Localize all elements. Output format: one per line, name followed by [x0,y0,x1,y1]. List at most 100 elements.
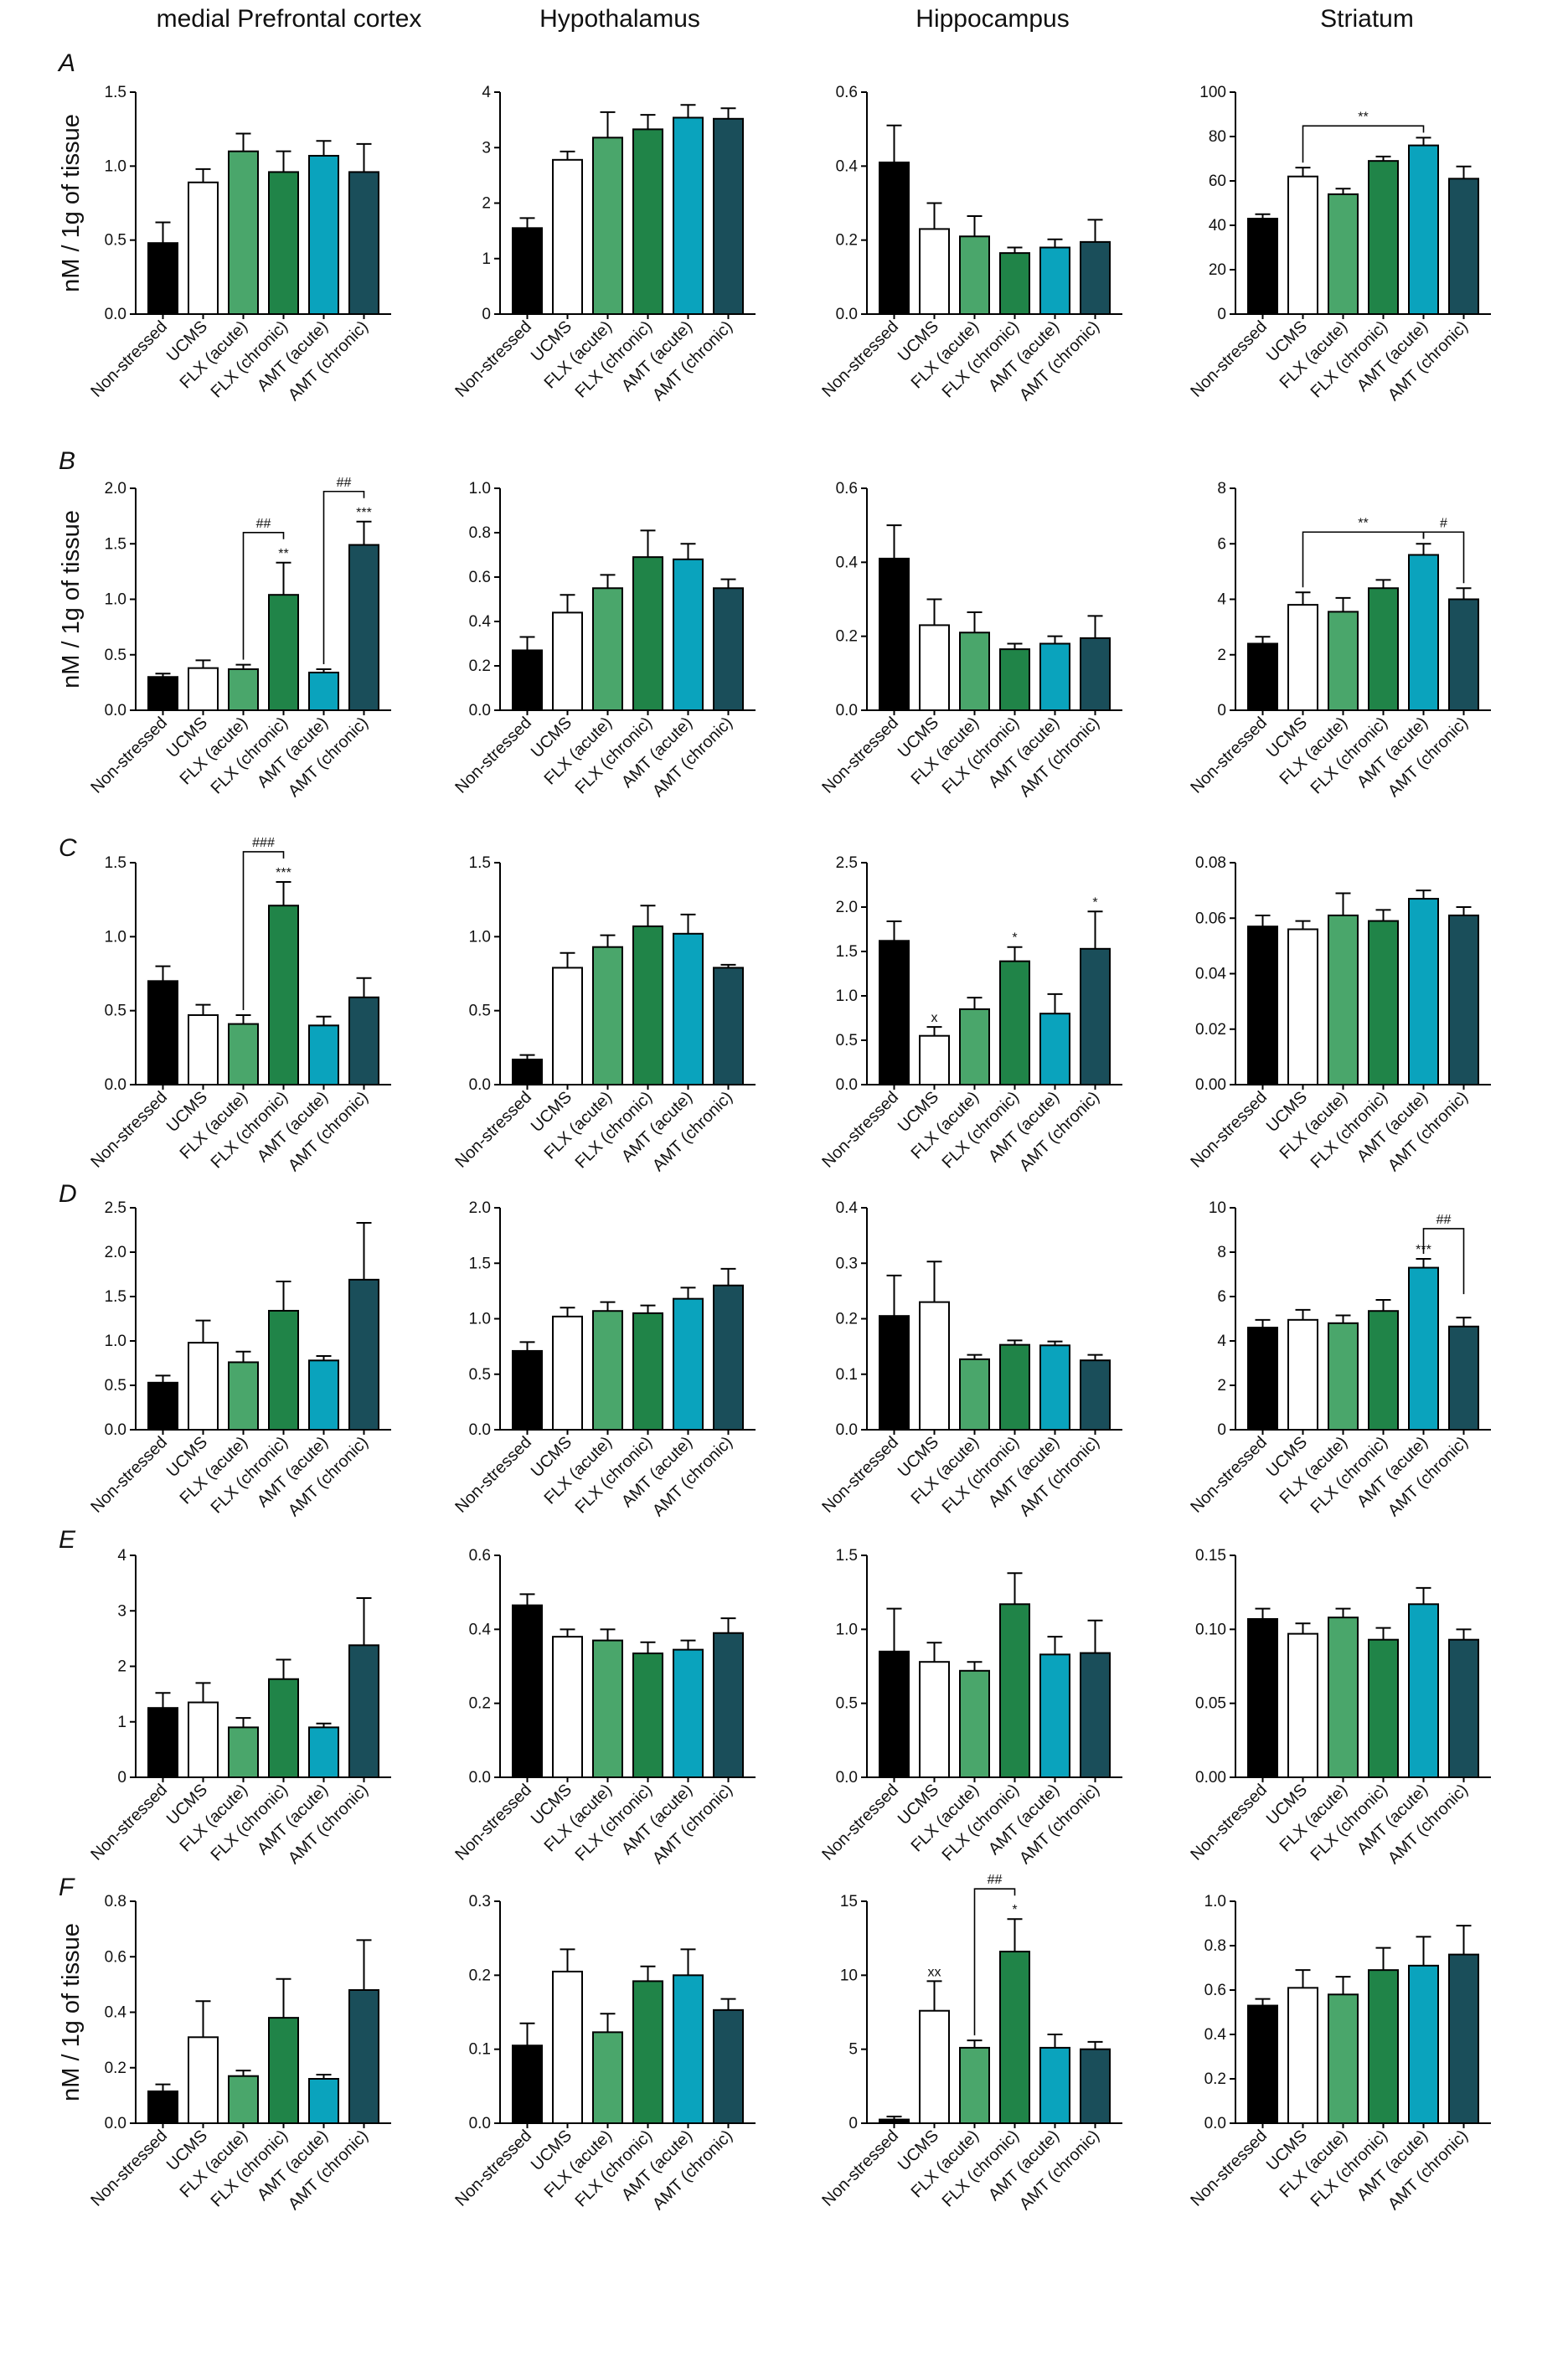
bar-flx-acute [228,1023,259,1085]
significance-label: xx [928,1965,941,1979]
bar-flx-acute [959,2046,990,2124]
bar-flx-acute [1328,1322,1359,1431]
bar-amt-chronic [1448,598,1479,711]
y-axis-label: nM / 1g of tissue [58,114,85,292]
bar-amt-chronic [1080,240,1111,315]
bar-flx-acute [592,1310,623,1431]
bar-amt-chronic [713,117,744,315]
y-tick-label: 0 [1217,306,1226,323]
y-tick-label: 4 [1217,1333,1226,1350]
bar-non-stressed [147,242,178,316]
bar-non-stressed [1247,1327,1278,1431]
y-tick-label: 10 [840,1967,858,1984]
region-title-mpfc: medial Prefrontal cortex [157,5,422,33]
bar-non-stressed [1247,2004,1278,2125]
bar-non-stressed [147,1381,178,1431]
bar-non-stressed [879,2118,910,2124]
y-tick-label: 1.0 [105,591,126,609]
bar-ucms [552,967,583,1086]
bar-flx-chronic [1368,1310,1399,1431]
bar-flx-chronic [268,171,299,315]
y-tick-label: 1.0 [469,928,491,946]
bar-amt-chronic [713,587,744,711]
chart-panels: A B C D E FnM / 1g of tissue nM / 1g of tissue… [57,49,1491,2214]
y-tick-label: 1.5 [105,1288,126,1306]
y-tick-label: 0.2 [836,232,858,250]
y-tick-label: 2 [117,1658,126,1676]
bar-ucms [552,158,583,315]
bar-non-stressed [147,980,178,1086]
bar-non-stressed [1247,218,1278,315]
bar-flx-chronic [1368,1969,1399,2124]
y-tick-label: 0 [117,1769,126,1787]
y-tick-label: 0.0 [469,1769,491,1787]
bar-ucms [188,2036,219,2124]
bar-amt-chronic [713,967,744,1086]
bar-ucms [1287,175,1318,315]
y-tick-label: 6 [1217,535,1226,553]
bar-non-stressed [512,1604,543,1778]
y-tick-label: 5 [848,2041,858,2059]
y-tick-label: 0.0 [469,2115,491,2132]
y-tick-label: 0.06 [1195,910,1226,927]
y-tick-label: 0.2 [1204,2070,1226,2088]
y-tick-label: 1.5 [469,854,491,872]
region-title-hypothalamus: Hypothalamus [539,5,700,33]
y-tick-label: 0.8 [469,524,491,542]
bar-ucms [188,667,219,712]
y-tick-label: 6 [1217,1288,1226,1306]
panel-c-4: 0.000.020.040.060.08Non-stressedUCMSFLX … [1187,854,1491,1175]
y-tick-label: 1 [117,1714,126,1731]
region-title-striatum: Striatum [1320,5,1414,33]
bar-flx-acute [959,1669,990,1779]
bar-amt-acute [308,154,339,315]
bracket-label: ## [1436,1213,1452,1227]
y-tick-label: 1.0 [105,1333,126,1350]
significance-label: * [1012,1903,1017,1917]
y-tick-label: 0.0 [469,1076,491,1094]
row-letter-d: D [59,1180,77,1208]
row-letter-a: A [57,49,75,77]
bar-non-stressed [147,1707,178,1778]
y-tick-label: 0.5 [105,647,126,664]
bar-amt-chronic [1448,1638,1479,1778]
bar-ucms [1287,1318,1318,1431]
bar-non-stressed [1247,926,1278,1085]
y-tick-label: 0.6 [469,569,491,586]
bracket-label: ** [1358,110,1368,124]
bar-amt-chronic [1080,2048,1111,2125]
y-tick-label: 2 [1217,647,1226,664]
x-tick-label: Non-stressed [87,1088,171,1172]
bar-non-stressed [512,1058,543,1086]
bar-amt-chronic [713,2008,744,2125]
significance-label: ** [278,547,288,561]
bar-amt-acute [673,1648,704,1778]
y-tick-label: 0.08 [1195,854,1226,872]
comparison-bracket [1422,531,1465,584]
bar-flx-chronic [632,925,663,1086]
bar-flx-acute [228,150,259,315]
x-tick-label: Non-stressed [87,714,171,797]
bar-ucms [919,1661,950,1778]
y-tick-label: 0.15 [1195,1547,1226,1565]
y-axis-label: nM / 1g of tissue [58,1923,85,2101]
bar-amt-chronic [348,171,379,315]
y-tick-label: 0.0 [105,1421,126,1439]
bar-flx-chronic [268,594,299,712]
y-tick-label: 1.0 [1204,1893,1226,1910]
bar-amt-acute [673,558,704,711]
bar-amt-chronic [348,996,379,1086]
bracket-label: ** [1358,516,1368,530]
bar-flx-acute [1328,193,1359,315]
row-letter-c: C [59,834,77,862]
